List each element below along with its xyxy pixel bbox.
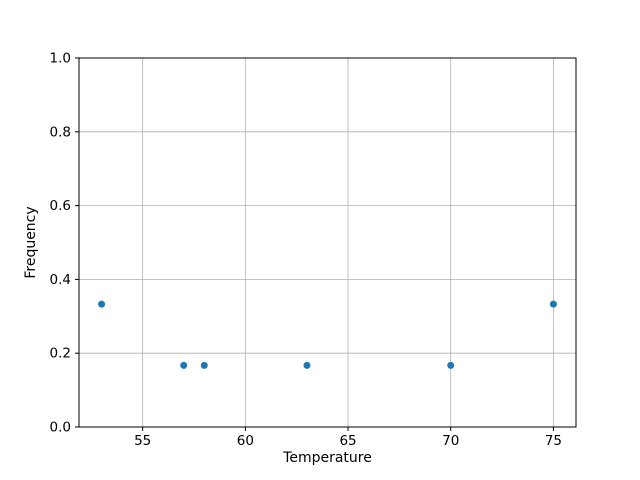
y-tick-label: 0.8 [50, 124, 71, 140]
x-tick-label: 65 [339, 433, 356, 449]
x-tick-label: 75 [545, 433, 562, 449]
y-tick-label: 1.0 [50, 51, 71, 67]
x-tick-label: 70 [442, 433, 459, 449]
y-tick-label: 0.0 [50, 420, 71, 436]
x-axis-label: Temperature [282, 450, 372, 466]
y-axis-label: Frequency [23, 206, 39, 278]
plot-frame [78, 57, 577, 428]
data-point [549, 300, 557, 308]
data-point [303, 361, 311, 369]
data-points [98, 300, 557, 369]
data-point [180, 361, 188, 369]
x-tick-label: 55 [134, 433, 151, 449]
grid-lines [79, 57, 576, 428]
y-tick-label: 0.6 [50, 198, 71, 214]
x-tick-label: 60 [237, 433, 254, 449]
data-point [200, 361, 208, 369]
axes: 55 60 65 70 75 0.0 0.2 0.4 0.6 0.8 1.0 [50, 51, 577, 449]
data-point [98, 300, 106, 308]
data-point [447, 361, 455, 369]
y-tick-label: 0.4 [50, 272, 71, 288]
y-tick-label: 0.2 [50, 346, 71, 362]
